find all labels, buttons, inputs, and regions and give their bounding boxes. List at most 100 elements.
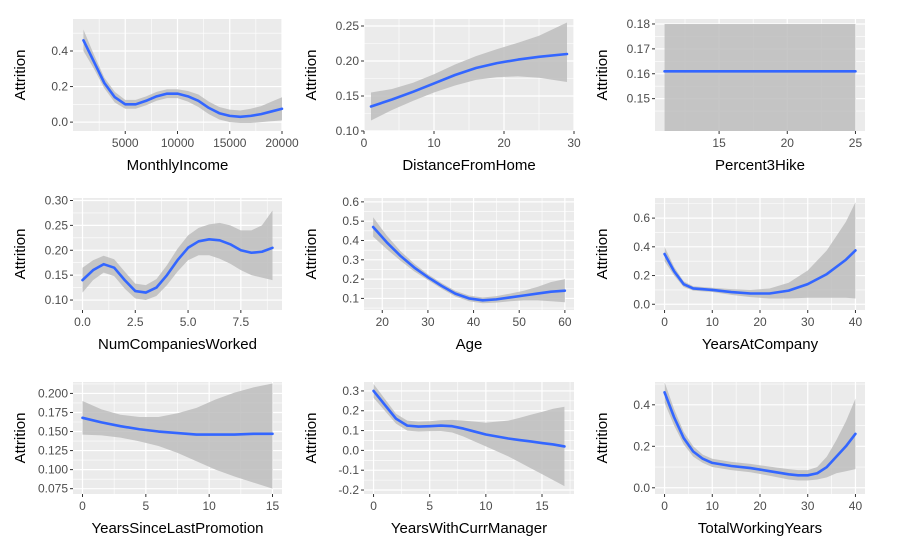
y-tick-label: 0.3 [342,253,359,267]
x-tick-label: 30 [801,315,815,329]
y-tick-label: 0.20 [45,243,69,257]
x-axis-title: YearsAtCompany [702,336,819,353]
y-tick-label: 0.1 [342,424,359,438]
x-axis-title: NumCompaniesWorked [98,336,257,353]
x-tick-label: 25 [849,136,863,150]
y-tick-label: 0.5 [342,214,359,228]
x-tick-label: 15 [266,499,280,513]
x-axis-title: DistanceFromHome [402,157,535,174]
y-tick-label: 0.30 [45,193,69,207]
smooth-line [372,389,566,448]
x-tick-label: 10 [706,499,720,513]
y-tick-label: 0.175 [38,405,68,419]
y-axis-title: Attrition [303,229,320,280]
x-tick-label: 60 [558,315,572,329]
smooth-line [369,52,569,108]
confidence-band [373,217,565,304]
y-tick-label: 0.4 [633,398,650,412]
y-tick-label: 0.2 [633,439,650,453]
y-tick-label: 0.20 [336,54,360,68]
x-axis-title: Percent3Hike [715,157,805,174]
panel-5: 20 30 40 50 60 0.1 0.2 0.3 0.4 0.5 0.6 Age Attrition [303,195,574,353]
y-tick-label: 0.15 [336,89,360,103]
smooth-line [81,416,274,436]
x-tick-label: 0 [661,315,668,329]
y-tick-label: 0.10 [45,293,69,307]
y-tick-label: 0.2 [342,404,359,418]
x-tick-label: 5000 [112,136,139,150]
y-axis-title: Attrition [303,50,320,101]
x-tick-label: 7.5 [232,315,249,329]
y-axis-title: Attrition [594,413,611,464]
confidence-band [664,202,856,299]
y-axis-title: Attrition [12,413,29,464]
x-tick-label: 10 [427,136,441,150]
y-tick-label: 0.25 [336,19,360,33]
y-tick-label: 0.4 [633,240,650,254]
y-tick-label: 0.16 [627,67,651,81]
confidence-band [664,23,856,132]
y-tick-label: 0.100 [38,463,68,477]
x-tick-label: 10 [479,499,493,513]
y-tick-label: 0.200 [38,386,68,400]
x-tick-label: 15 [535,499,549,513]
x-tick-label: 5 [426,499,433,513]
smooth-line [663,249,857,295]
x-tick-label: 15 [712,136,726,150]
x-tick-label: 15000 [213,136,247,150]
y-tick-label: 0.0 [342,443,359,457]
x-axis-title: YearsWithCurrManager [391,520,547,537]
y-tick-label: 0.150 [38,425,68,439]
x-tick-label: 30 [421,315,435,329]
y-tick-label: 0.25 [45,218,69,232]
y-tick-label: 0.0 [633,481,650,495]
confidence-band [664,382,856,481]
panel-6: 0 10 20 30 40 0.0 0.2 0.4 0.6 YearsAtCompany Attri… [594,198,865,353]
x-tick-label: 40 [467,315,481,329]
panel-3: 15 20 25 0.15 0.16 0.17 0.18 Percent3Hike Attrit… [594,17,865,174]
x-tick-label: 40 [849,499,863,513]
y-tick-label: 0.0 [51,115,68,129]
y-tick-label: -0.1 [338,463,359,477]
smooth-line [82,39,284,119]
y-tick-label: 0.1 [342,291,359,305]
y-tick-label: 0.2 [633,269,650,283]
confidence-band [82,383,273,489]
smooth-line [663,391,857,477]
panel-1: 5000 10000 15000 20000 0.0 0.2 0.4 MonthlyIncom… [12,19,299,174]
x-axis-title: MonthlyIncome [127,157,229,174]
x-axis-title: TotalWorkingYears [698,520,822,537]
panel-4: 0.0 2.5 5.0 7.5 0.10 0.15 0.20 0.25 0.30 NumCompa… [12,193,282,353]
x-tick-label: 0 [370,499,377,513]
y-axis-title: Attrition [303,413,320,464]
x-tick-label: 40 [849,315,863,329]
y-tick-label: 0.075 [38,482,68,496]
y-tick-label: 0.10 [336,124,360,138]
x-tick-label: 0 [661,499,668,513]
y-axis-title: Attrition [594,50,611,101]
y-tick-label: 0.4 [51,44,68,58]
x-tick-label: 10 [706,315,720,329]
y-tick-label: 0.15 [45,268,69,282]
y-tick-label: -0.2 [338,483,359,497]
x-tick-label: 5 [142,499,149,513]
x-tick-label: 0 [79,499,86,513]
x-tick-label: 2.5 [127,315,144,329]
y-tick-label: 0.17 [627,42,651,56]
confidence-band [373,383,565,487]
panel-8: 0 5 10 15 -0.2 -0.1 0.0 0.1 0.2 0.3 YearsWithCurrM… [303,382,574,537]
x-tick-label: 20000 [265,136,299,150]
y-tick-label: 0.18 [627,17,651,31]
panel-7: 0 5 10 15 0.075 0.100 0.125 0.150 0.175 0.200 Year… [12,382,282,537]
y-axis-title: Attrition [12,229,29,280]
x-axis-title: Age [456,336,483,353]
y-tick-label: 0.4 [342,233,359,247]
x-tick-label: 20 [753,499,767,513]
y-tick-label: 0.15 [627,92,651,106]
y-axis-title: Attrition [594,229,611,280]
y-tick-label: 0.2 [342,272,359,286]
x-tick-label: 30 [567,136,581,150]
confidence-band [82,210,273,301]
x-tick-label: 20 [376,315,390,329]
y-tick-label: 0.125 [38,444,68,458]
